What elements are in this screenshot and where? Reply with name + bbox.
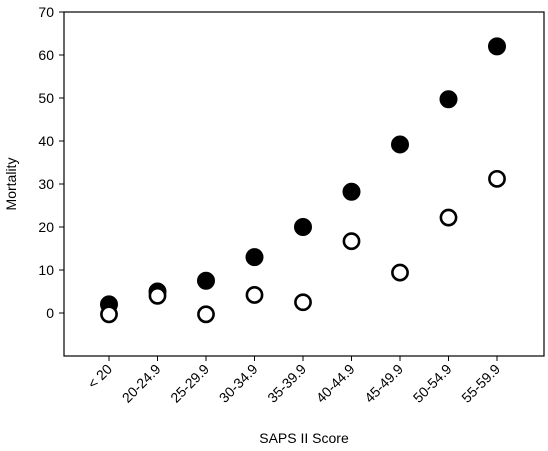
open-point [439, 208, 458, 227]
open-point [488, 169, 506, 188]
y-tick-label: 40 [38, 133, 54, 149]
filled-point [439, 90, 458, 109]
x-tick-label: < 20 [84, 361, 115, 392]
open-point [342, 232, 361, 251]
filled-point [488, 37, 506, 56]
y-axis-title: Mortality [3, 158, 19, 211]
data-points [100, 37, 506, 324]
x-tick-label: 40-44.9 [313, 361, 358, 406]
filled-point [391, 135, 409, 154]
y-tick-label: 30 [38, 176, 54, 192]
y-tick-label: 10 [38, 262, 54, 278]
open-point [294, 293, 312, 312]
x-tick-label: 45-49.9 [361, 361, 406, 406]
x-tick-label: 35-39.9 [264, 361, 309, 406]
x-tick-label: 20-24.9 [119, 361, 164, 406]
open-point [391, 263, 409, 282]
x-tick-label: 30-34.9 [216, 361, 261, 406]
x-axis-title: SAPS II Score [259, 430, 349, 446]
x-tick-label: 50-54.9 [410, 361, 455, 406]
open-point [100, 305, 118, 324]
y-tick-label: 0 [46, 305, 54, 321]
open-point [197, 305, 215, 324]
y-tick-label: 20 [38, 219, 54, 235]
filled-point [245, 248, 264, 267]
y-tick-label: 50 [38, 90, 54, 106]
x-tick-label: 25-29.9 [167, 361, 212, 406]
open-point [148, 286, 167, 305]
x-axis: < 20 20-24.9 25-29.9 30-34.9 35-39.9 40-44.9 4… [84, 356, 503, 406]
y-tick-label: 70 [38, 4, 54, 20]
open-point [245, 286, 264, 304]
y-tick-label: 60 [38, 47, 54, 63]
y-axis: 0 10 20 30 40 50 60 70 [38, 4, 64, 321]
filled-point [197, 271, 215, 290]
filled-point [294, 218, 312, 236]
filled-point [342, 182, 361, 201]
x-tick-label: 55-59.9 [458, 361, 503, 406]
